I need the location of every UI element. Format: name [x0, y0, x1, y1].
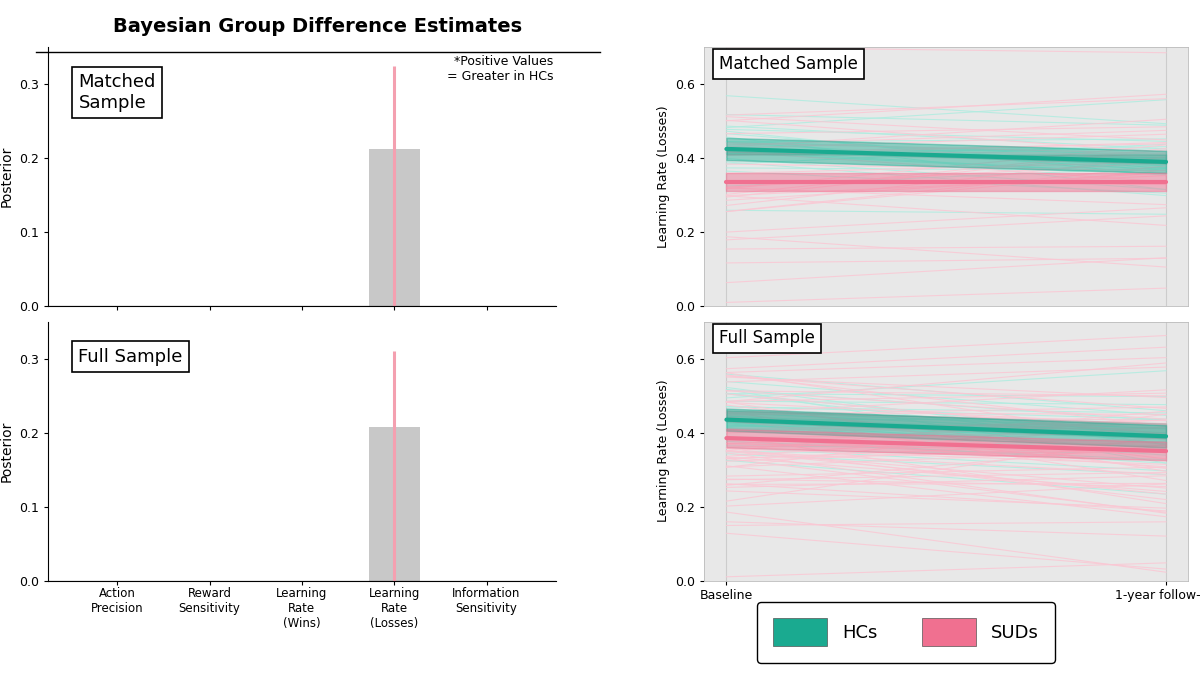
Text: Full Sample: Full Sample: [78, 348, 182, 366]
Text: Matched Sample: Matched Sample: [719, 55, 858, 73]
Y-axis label: Learning Rate (Losses): Learning Rate (Losses): [656, 380, 670, 522]
Text: Bayesian Group Difference Estimates: Bayesian Group Difference Estimates: [114, 17, 522, 36]
Bar: [368, 427, 420, 580]
Bar: [368, 149, 420, 306]
Text: *Positive Values
= Greater in HCs: *Positive Values = Greater in HCs: [446, 55, 553, 83]
Legend: HCs, SUDs: HCs, SUDs: [757, 602, 1055, 663]
Y-axis label: Posterior: Posterior: [0, 146, 13, 207]
Text: Matched
Sample: Matched Sample: [78, 73, 156, 112]
Text: Full Sample: Full Sample: [719, 329, 815, 348]
Y-axis label: Learning Rate (Losses): Learning Rate (Losses): [656, 105, 670, 248]
Y-axis label: Posterior: Posterior: [0, 421, 13, 482]
